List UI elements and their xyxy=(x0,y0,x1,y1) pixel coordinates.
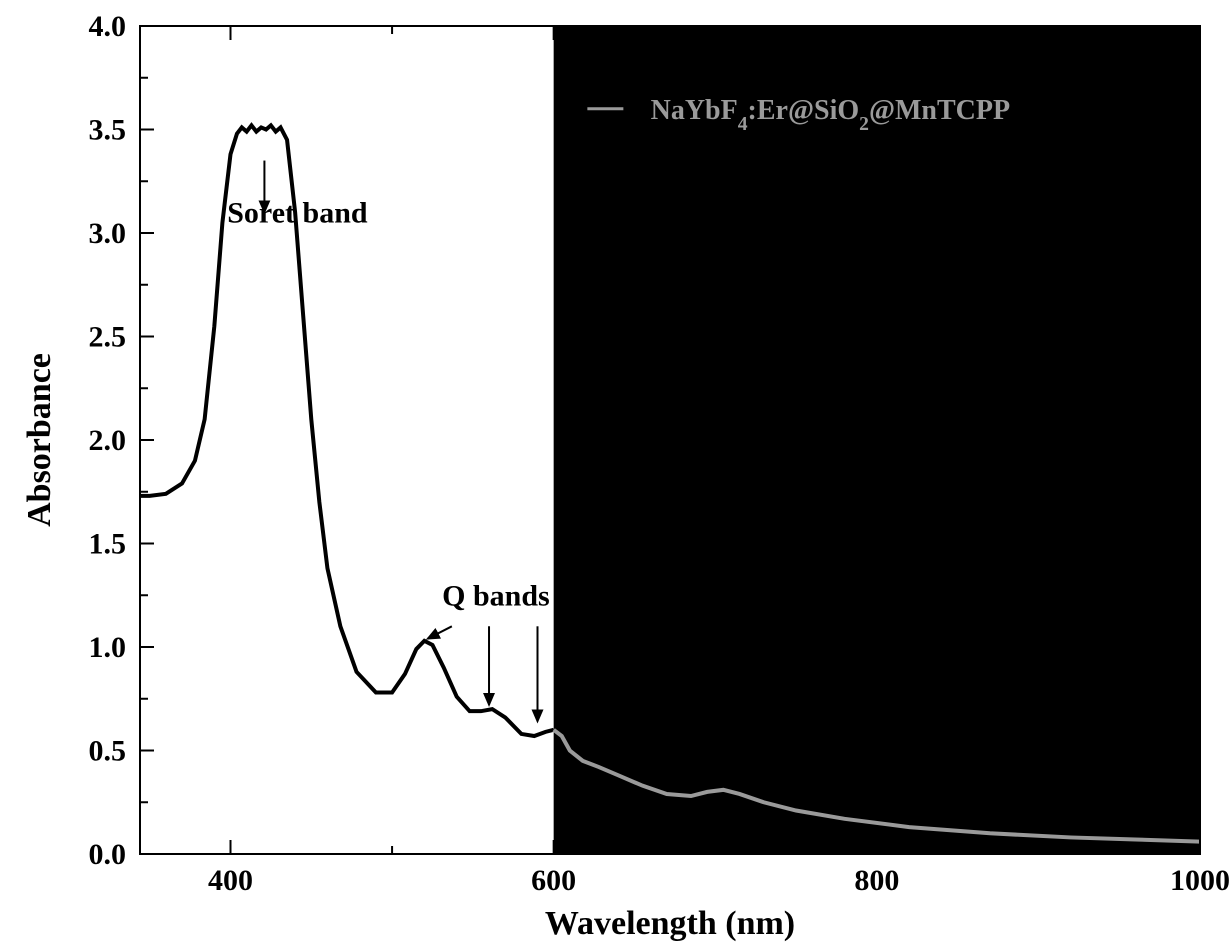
y-tick-label: 0.0 xyxy=(89,838,127,871)
y-tick-label: 0.5 xyxy=(89,735,127,768)
y-tick-label: 4.0 xyxy=(89,10,127,43)
x-tick-label: 600 xyxy=(531,864,576,897)
y-tick-label: 3.5 xyxy=(89,114,127,147)
x-tick-label: 800 xyxy=(854,864,899,897)
y-tick-label: 2.5 xyxy=(89,321,127,354)
y-tick-label: 3.0 xyxy=(89,217,127,250)
y-axis-label: Absorbance xyxy=(21,353,58,527)
chart-svg: 400 600 800 1000 Wavelength (nm) 0.0 0.5 1.0 1.5… xyxy=(0,0,1230,947)
x-tick-label: 400 xyxy=(208,864,253,897)
x-axis-label: Wavelength (nm) xyxy=(545,905,795,942)
bg-left xyxy=(140,26,554,854)
absorbance-spectrum-chart: { "chart": { "type": "line", "width": 12… xyxy=(0,0,1230,947)
q-bands-label: Q bands xyxy=(442,580,550,613)
y-tick-label: 1.5 xyxy=(89,528,127,561)
y-tick-label: 1.0 xyxy=(89,631,127,664)
soret-band-label: Soret band xyxy=(227,197,368,230)
x-tick-label: 1000 xyxy=(1170,864,1230,897)
bg-right xyxy=(554,26,1200,854)
y-tick-label: 2.0 xyxy=(89,424,127,457)
